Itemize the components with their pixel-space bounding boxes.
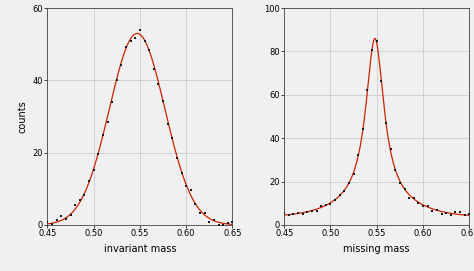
X-axis label: invariant mass: invariant mass	[104, 244, 176, 254]
X-axis label: missing mass: missing mass	[344, 244, 410, 254]
Y-axis label: counts: counts	[17, 100, 27, 133]
